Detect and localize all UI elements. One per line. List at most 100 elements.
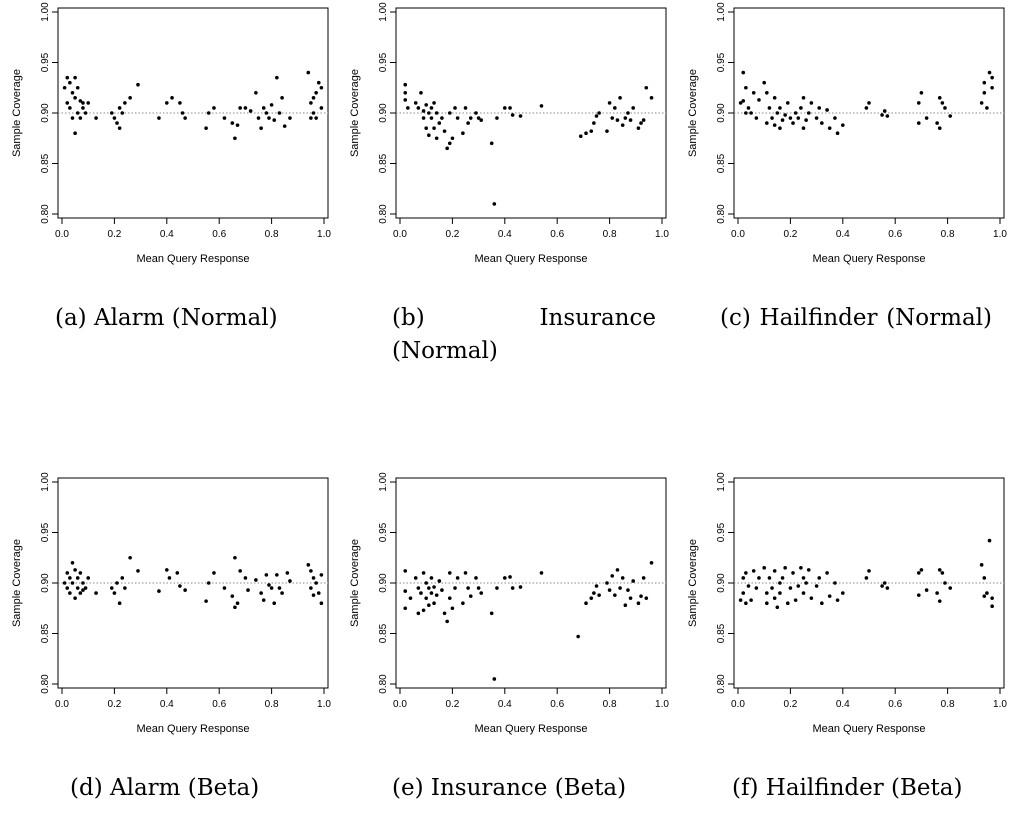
data-point-c-35: [820, 121, 824, 125]
data-point-a-57: [306, 70, 311, 75]
data-point-a-61: [311, 111, 316, 115]
data-point-c-43: [880, 113, 884, 117]
data-point-e-14: [429, 576, 434, 580]
x-tick-label-d-0: 0.0: [55, 699, 69, 710]
data-point-c-5: [746, 106, 751, 110]
data-point-c-56: [979, 101, 984, 105]
data-point-f-45: [885, 586, 890, 590]
data-point-b-57: [626, 111, 630, 115]
plot-frame-f: [733, 477, 1005, 689]
data-point-a-12: [78, 99, 83, 103]
data-point-a-25: [123, 101, 127, 105]
data-point-b-40: [510, 113, 515, 117]
data-point-e-29: [463, 571, 468, 575]
data-point-b-32: [474, 111, 478, 115]
data-point-f-22: [785, 601, 790, 605]
data-point-c-38: [833, 116, 837, 120]
data-point-c-13: [767, 106, 772, 110]
data-point-f-35: [820, 601, 824, 605]
data-point-f-23: [788, 586, 793, 590]
data-point-a-18: [94, 116, 98, 120]
y-tick-label-a-3: 0.95: [40, 52, 51, 72]
data-point-c-61: [990, 75, 994, 80]
data-point-f-48: [919, 568, 924, 572]
y-tick-label-a-2: 0.90: [40, 103, 51, 123]
y-axis-title-a: Sample Coverage: [11, 69, 23, 157]
data-point-f-18: [778, 581, 782, 585]
data-point-a-21: [115, 121, 119, 125]
data-point-d-17: [94, 591, 98, 595]
x-tick-label-f-2: 0.4: [836, 699, 850, 710]
data-point-f-4: [744, 571, 748, 575]
data-point-e-49: [605, 581, 609, 585]
x-tick-label-a-5: 1.0: [317, 229, 331, 240]
data-point-b-58: [628, 118, 633, 122]
data-point-f-12: [765, 601, 769, 605]
data-point-a-52: [275, 75, 279, 80]
data-point-a-14: [81, 106, 85, 110]
data-point-a-31: [178, 101, 182, 105]
data-point-c-8: [754, 116, 759, 120]
data-point-d-58: [311, 576, 316, 580]
x-tick-label-d-5: 1.0: [317, 699, 331, 710]
data-point-d-50: [275, 573, 279, 577]
data-point-f-60: [987, 538, 992, 543]
data-point-f-16: [772, 569, 777, 573]
data-point-b-64: [649, 96, 654, 100]
data-point-f-32: [809, 596, 814, 600]
data-point-f-34: [817, 576, 822, 580]
scatter-plot-f: 0.0 0.2 0.4 0.6 0.8 1.0 0.80 0.85 0.90 0.95 1.00 Me…: [687, 472, 1007, 735]
data-point-f-13: [767, 576, 772, 580]
data-point-a-9: [73, 131, 77, 135]
data-point-b-3: [406, 106, 410, 110]
x-tick-label-c-0: 0.0: [731, 229, 745, 240]
y-tick-label-b-0: 0.80: [378, 204, 389, 224]
data-point-f-21: [783, 566, 787, 570]
data-point-b-21: [442, 129, 447, 133]
data-point-e-11: [424, 596, 428, 600]
data-point-f-58: [982, 594, 987, 598]
chart-panel-b: 0.0 0.2 0.4 0.6 0.8 1.0 0.80 0.85 0.90 0.95 1.00 Me…: [338, 0, 669, 290]
data-point-c-57: [982, 80, 987, 85]
y-tick-label-d-1: 0.85: [40, 623, 51, 643]
data-point-c-3: [744, 85, 748, 90]
data-point-b-10: [424, 103, 428, 107]
y-tick-label-a-0: 0.80: [40, 204, 51, 224]
data-point-f-54: [943, 581, 947, 585]
data-point-c-39: [835, 131, 840, 135]
data-point-f-40: [841, 591, 845, 595]
x-tick-label-c-1: 0.2: [783, 229, 797, 240]
data-point-b-28: [461, 131, 465, 135]
data-point-b-12: [427, 133, 431, 138]
data-point-f-56: [979, 563, 984, 567]
data-point-e-3: [408, 596, 413, 600]
x-tick-label-f-3: 0.6: [888, 699, 902, 710]
data-point-a-59: [309, 116, 313, 120]
data-point-e-31: [468, 594, 473, 598]
data-point-d-40: [238, 569, 242, 573]
data-point-f-17: [775, 605, 780, 610]
data-point-a-60: [311, 96, 316, 100]
data-point-b-37: [495, 116, 499, 120]
data-point-a-13: [78, 116, 83, 120]
data-point-f-39: [835, 598, 840, 602]
data-point-f-0: [738, 598, 743, 602]
data-point-e-25: [450, 606, 455, 611]
data-point-d-33: [206, 581, 211, 585]
data-point-c-54: [943, 106, 947, 110]
data-point-f-2: [741, 591, 746, 595]
data-point-f-15: [772, 596, 777, 600]
data-point-c-29: [801, 126, 806, 130]
x-tick-label-d-3: 0.6: [212, 699, 226, 710]
data-point-f-8: [754, 586, 759, 590]
data-point-f-5: [746, 584, 751, 588]
data-point-d-20: [115, 581, 119, 585]
data-point-d-3: [68, 576, 72, 580]
data-point-e-45: [589, 596, 594, 600]
y-tick-label-c-4: 1.00: [716, 2, 727, 22]
scatter-plot-a: 0.0 0.2 0.4 0.6 0.8 1.0 0.80 0.85 0.90 0.95 1.00 Me…: [11, 2, 331, 265]
caption-d: (d) Alarm (Beta): [70, 775, 260, 801]
data-point-c-1: [741, 70, 746, 75]
data-point-b-14: [429, 106, 434, 110]
